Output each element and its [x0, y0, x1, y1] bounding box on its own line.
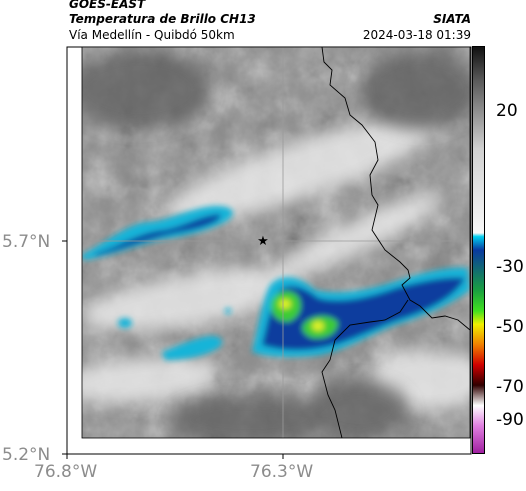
timestamp-label: 2024-03-18 01:39 [362, 28, 471, 42]
border-line [321, 47, 470, 331]
colorbar-tick-label: -30 [496, 257, 524, 277]
product-title: Temperatura de Brillo CH13 [69, 12, 256, 26]
area-subtitle: Vía Medellín - Quibdó 50km [69, 28, 235, 42]
colorbar [472, 46, 485, 454]
organization-label: SIATA [433, 12, 471, 26]
star-icon: ★ [257, 234, 269, 249]
lon-tick-label: 76.3°W [250, 462, 314, 482]
colorbar-tick-label: -90 [496, 410, 524, 430]
colorbar-tick-label: -50 [496, 317, 524, 337]
colorbar-tick-label: -70 [496, 377, 524, 397]
lat-tick-label: 5.2°N [2, 445, 51, 465]
lon-tick-label: 76.8°W [34, 462, 98, 482]
cloud-field [82, 47, 470, 438]
colorbar-tick-label: 20 [496, 101, 518, 121]
lat-tick-label: 5.7°N [2, 232, 51, 252]
satellite-title: GOES-EAST [69, 0, 146, 11]
border-line-south [321, 299, 409, 438]
